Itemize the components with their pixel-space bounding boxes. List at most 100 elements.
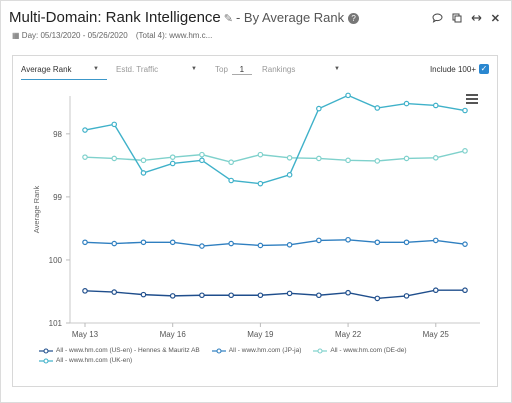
data-point xyxy=(403,239,410,246)
data-point xyxy=(257,242,264,249)
y-tick-label: 100 xyxy=(49,256,63,265)
secondary-select[interactable]: Estd. Traffic xyxy=(116,65,158,74)
data-point xyxy=(374,239,381,246)
data-point xyxy=(257,180,264,187)
pencil-icon[interactable]: ✎ xyxy=(223,13,233,25)
data-point xyxy=(82,127,88,133)
line-chart: 98 99 100 101 May 13 May 16 May 19 May 22 May 25… xyxy=(32,92,480,339)
data-point xyxy=(316,237,322,244)
data-point xyxy=(432,287,439,294)
legend-label: All - www.hm.com (DE-de) xyxy=(330,347,407,354)
legend-item[interactable]: All - www.hm.com (JP-ja) xyxy=(211,346,302,356)
x-tick-label: May 19 xyxy=(247,330,274,339)
rankings-select-label: Rankings xyxy=(262,65,296,74)
data-point xyxy=(345,289,351,296)
title-text: Multi-Domain: Rank Intelligence xyxy=(9,9,221,26)
chart-controls: Average Rank ▼ Estd. Traffic ▼ Top 1 Rank… xyxy=(13,56,497,82)
include-100-toggle[interactable]: Include 100+ ✓ xyxy=(430,64,489,74)
expand-icon[interactable] xyxy=(471,14,482,25)
data-point xyxy=(462,107,468,114)
checkbox-checked-icon[interactable]: ✓ xyxy=(479,64,489,74)
widget-title: Multi-Domain: Rank Intelligence ✎ - By Ave… xyxy=(9,9,360,26)
include-100-label: Include 100+ xyxy=(429,64,476,74)
data-point xyxy=(374,105,381,111)
data-point xyxy=(199,157,205,164)
x-tick-label: May 25 xyxy=(423,330,450,339)
data-point xyxy=(374,295,381,302)
data-point xyxy=(169,154,176,160)
x-tick-label: May 22 xyxy=(335,330,362,339)
legend-label: All - www.hm.com (UK-en) xyxy=(56,357,133,364)
legend-item[interactable]: All - www.hm.com (DE-de) xyxy=(313,346,407,356)
chart-menu-icon[interactable] xyxy=(466,94,478,106)
data-point xyxy=(345,236,351,243)
chevron-down-icon: ▼ xyxy=(191,66,197,72)
top-value-input[interactable]: 1 xyxy=(231,65,252,75)
legend-label: All - www.hm.com (JP-ja) xyxy=(228,347,302,354)
y-tick-label: 98 xyxy=(53,130,62,139)
legend-label: All - www.hm.com (US-en) - Hennes & Maur… xyxy=(56,347,200,354)
data-point xyxy=(286,290,293,297)
data-point xyxy=(316,292,322,299)
series-line xyxy=(84,289,465,300)
data-point xyxy=(140,291,147,298)
data-point xyxy=(228,240,234,247)
data-point xyxy=(169,239,176,246)
x-tick-label: May 16 xyxy=(160,330,187,339)
close-icon[interactable]: ✕ xyxy=(490,13,500,25)
copy-icon[interactable] xyxy=(452,13,462,26)
data-point xyxy=(111,240,118,247)
series-line xyxy=(84,150,466,163)
data-point xyxy=(82,288,88,294)
data-point xyxy=(199,292,205,299)
chevron-down-icon: ▼ xyxy=(93,66,99,72)
legend-item[interactable]: All - www.hm.com (UK-en) xyxy=(39,356,132,366)
data-point xyxy=(228,292,234,299)
chart-legend: All - www.hm.com (US-en) - Hennes & Maur… xyxy=(39,346,489,366)
data-point xyxy=(403,155,410,162)
series-line xyxy=(84,239,466,247)
data-point xyxy=(462,148,468,154)
data-point xyxy=(140,239,147,246)
data-point xyxy=(228,159,234,166)
data-point xyxy=(140,157,147,164)
y-axis-label: Average Rank xyxy=(32,186,41,234)
x-tick-label: May 13 xyxy=(72,330,99,339)
data-point xyxy=(345,157,351,164)
legend-item[interactable]: All - www.hm.com (US-en) - Hennes & Maur… xyxy=(39,346,200,356)
data-point xyxy=(257,292,264,299)
data-point xyxy=(82,154,88,160)
data-point xyxy=(403,100,410,107)
data-point xyxy=(432,102,439,109)
data-point xyxy=(432,154,439,161)
data-point xyxy=(316,105,322,112)
secondary-select-label: Estd. Traffic xyxy=(116,65,159,74)
data-point xyxy=(345,92,351,99)
day-range: Day: 05/13/2020 - 05/26/2020 xyxy=(21,31,128,40)
data-point xyxy=(374,158,381,164)
help-icon[interactable]: ? xyxy=(348,13,360,24)
data-point xyxy=(432,237,439,244)
data-point xyxy=(228,177,234,184)
data-point xyxy=(111,289,118,295)
metric-select-label: Average Rank xyxy=(21,65,72,74)
chart-panel: Average Rank ▼ Estd. Traffic ▼ Top 1 Rank… xyxy=(12,55,498,387)
comment-icon[interactable] xyxy=(432,13,443,26)
calendar-icon: ▦ xyxy=(12,31,20,40)
data-point xyxy=(169,160,176,167)
data-point xyxy=(462,241,468,247)
data-point xyxy=(286,154,293,161)
data-point xyxy=(140,170,147,176)
data-point xyxy=(169,293,176,299)
total-info: (Total 4): www.hm.c... xyxy=(135,31,213,40)
data-point xyxy=(316,155,322,162)
data-point xyxy=(257,151,264,158)
data-point xyxy=(111,121,118,128)
metric-select[interactable]: Average Rank xyxy=(21,65,107,80)
data-point xyxy=(199,243,205,249)
data-point xyxy=(403,293,410,299)
data-point xyxy=(462,287,468,294)
y-tick-label: 99 xyxy=(53,193,62,202)
rankings-select[interactable]: Rankings xyxy=(262,65,295,74)
top-label: Top xyxy=(215,65,228,74)
